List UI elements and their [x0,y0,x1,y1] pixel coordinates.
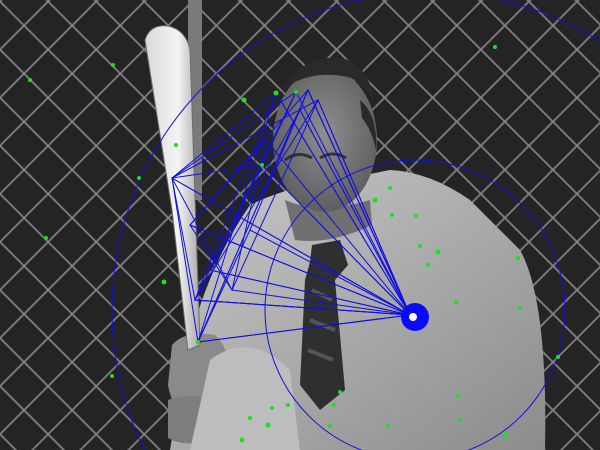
feature-point-31 [161,279,167,285]
overlay-triangle-1 [171,91,277,343]
feature-point-18 [454,300,458,304]
overlay-circle-large [111,0,600,450]
feature-point-15 [418,244,422,248]
feature-point-5 [111,63,115,67]
feature-point-28 [328,424,332,428]
feature-point-26 [265,422,271,428]
feature-point-22 [338,390,342,394]
overlay-triangle-8 [189,138,267,292]
feature-point-1 [273,90,279,96]
overlay-line-7 [189,224,411,316]
feature-point-33 [493,45,497,49]
overlay-line-9 [194,299,411,316]
man-figure [168,57,546,450]
feature-point-11 [372,197,378,203]
overlay-line-2 [295,91,411,316]
feature-point-36 [239,437,245,443]
feature-point-17 [426,263,430,267]
overlay-line-14 [317,99,411,316]
overlay-line-5 [261,164,411,316]
overlay-triangle-11 [209,91,297,271]
feature-point-7 [44,236,48,240]
feature-point-13 [390,213,394,217]
overlay-line-8 [209,269,411,316]
feature-point-4 [28,78,32,82]
feature-point-2 [294,90,298,94]
feature-point-16 [435,249,441,255]
feature-point-30 [458,418,462,422]
feature-point-24 [286,403,290,407]
overlay-line-11 [231,289,411,316]
overlay-line-1 [275,92,411,316]
feature-point-10 [260,163,264,167]
overlay-line-4 [265,139,411,316]
overlay-line-6 [171,177,411,316]
overlay-triangle-9 [197,89,309,343]
overlay-triangle-12 [171,98,320,292]
feature-point-32 [110,374,114,378]
feature-point-12 [388,186,392,190]
feature-point-3 [174,143,178,147]
feature-overlay [28,0,600,450]
feature-point-20 [456,394,460,398]
feature-point-6 [241,97,247,103]
overlay-line-10 [197,314,411,343]
feature-point-23 [332,403,336,407]
feature-point-21 [502,432,508,438]
feature-point-9 [196,340,200,344]
overlay-line-3 [307,89,411,316]
overlay-line-13 [299,109,411,316]
feature-point-34 [516,256,520,260]
feature-point-35 [556,355,560,359]
feature-point-19 [518,306,522,310]
feature-point-8 [137,176,141,180]
feature-point-29 [386,424,390,428]
feature-point-14 [414,214,418,218]
overlay-anchor-center [409,313,417,321]
feature-point-27 [248,416,252,420]
overlay-line-12 [249,229,411,316]
overlay-circle-medium [264,159,566,450]
feature-point-25 [270,406,274,410]
